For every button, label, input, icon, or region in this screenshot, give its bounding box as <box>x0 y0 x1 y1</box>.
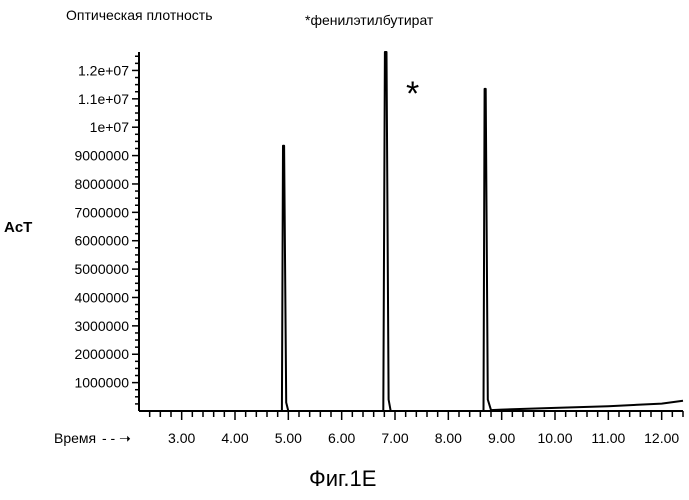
y-tick-label: 1000000 <box>74 375 129 391</box>
x-tick-label: 3.00 <box>168 430 195 446</box>
x-axis-arrow: - - ➝ <box>102 430 131 446</box>
x-tick-label: 9.00 <box>488 430 515 446</box>
y-tick-label: 9000000 <box>74 148 129 164</box>
x-axis-ticks: 3.00 4.00 5.00 6.00 7.00 8.00 9.00 10.00 11.00 12… <box>150 411 683 446</box>
y-tick-label: 7000000 <box>74 204 129 220</box>
y-axis-ticks: 1000000 2000000 3000000 4000000 5000000 60000… <box>74 56 139 404</box>
x-tick-label: 6.00 <box>328 430 355 446</box>
y-tick-label: 1e+07 <box>90 119 130 135</box>
x-tick-label: 12.00 <box>644 430 679 446</box>
y-tick-label: 1.2e+07 <box>78 62 129 78</box>
x-tick-label: 7.00 <box>381 430 408 446</box>
y-tick-label: 6000000 <box>74 233 129 249</box>
x-tick-label: 8.00 <box>435 430 462 446</box>
y-axis-side-label: AcT <box>4 219 32 236</box>
x-tick-label: 10.00 <box>537 430 572 446</box>
figure-caption: Фиг.1E <box>309 466 376 491</box>
y-tick-label: 1.1e+07 <box>78 91 129 107</box>
y-axis-title: Оптическая плотность <box>66 7 213 23</box>
x-tick-label: 11.00 <box>591 430 625 446</box>
y-tick-label: 5000000 <box>74 261 129 277</box>
y-tick-label: 8000000 <box>74 176 129 192</box>
chart-title: *фенилэтилбутират <box>305 12 434 28</box>
y-tick-label: 2000000 <box>74 346 129 362</box>
y-tick-label: 4000000 <box>74 289 129 305</box>
peak-marker: * <box>406 75 419 113</box>
x-tick-label: 4.00 <box>221 430 248 446</box>
x-tick-label: 5.00 <box>275 430 302 446</box>
y-tick-label: 3000000 <box>74 318 129 334</box>
x-axis-title: Время <box>54 430 96 446</box>
